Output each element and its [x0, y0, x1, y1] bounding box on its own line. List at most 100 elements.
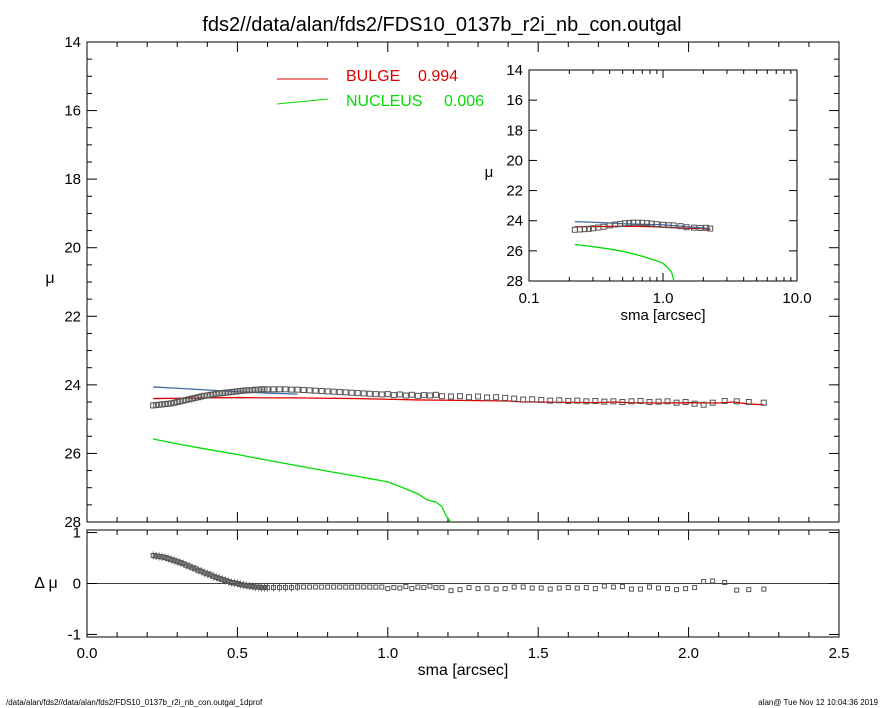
- main-data-point: [646, 399, 653, 405]
- main-data-point: [237, 388, 244, 395]
- residual-data-point: [403, 584, 409, 590]
- residual-data-point: [722, 579, 728, 585]
- residual-data-point: [301, 584, 307, 590]
- footer-path: /data/alan/fds2//data/alan/fds2/FDS10_01…: [6, 698, 263, 707]
- residual-data-point: [556, 585, 562, 591]
- main-data-point: [153, 402, 160, 409]
- legend-nucleus-value: 0.006: [444, 93, 484, 110]
- inset-data-point: [585, 225, 592, 232]
- residual-data-point: [439, 585, 445, 591]
- main-data-point: [195, 394, 202, 401]
- residual-data-point: [665, 586, 671, 592]
- main-data-point: [538, 396, 545, 403]
- residual-data-point: [601, 583, 607, 589]
- x-tick-label: 0.5: [227, 645, 248, 662]
- main-data-point: [219, 390, 226, 397]
- main-data-point: [270, 386, 277, 393]
- main-data-point: [198, 393, 205, 400]
- main-y-tick-label: 28: [64, 514, 81, 531]
- main-data-point: [282, 386, 289, 393]
- main-data-point: [520, 396, 527, 403]
- residual-data-point: [511, 584, 517, 590]
- residual-data-point: [674, 587, 680, 593]
- residual-data-point: [493, 586, 499, 592]
- inset-y-tick-label: 16: [506, 92, 523, 109]
- main-data-point: [664, 398, 671, 405]
- residual-data-point: [484, 585, 490, 591]
- residual-data-point: [656, 585, 662, 591]
- inset-data-point: [589, 225, 596, 232]
- main-data-point: [318, 388, 325, 395]
- residual-data-point: [367, 584, 373, 590]
- residual-panel: 1 0 -1 0.0 0.5 1.0 1.5 2.0 2.5 Δ μ sma [arcsec]: [34, 525, 849, 679]
- main-data-point: [255, 386, 262, 393]
- inset-x-tick-label: 1.0: [653, 290, 674, 307]
- residual-y-axis-label: Δ μ: [34, 575, 57, 592]
- residual-data-point: [385, 586, 391, 592]
- main-data-point: [745, 399, 752, 405]
- main-data-point: [484, 394, 491, 401]
- residual-data-point: [565, 585, 571, 591]
- main-data-point: [466, 394, 473, 401]
- main-data-point: [502, 394, 509, 401]
- main-data-point: [330, 388, 337, 395]
- footer-user-date: alan@ Tue Nov 12 10:04:36 2019: [758, 698, 878, 707]
- main-data-point: [336, 389, 343, 396]
- inset-data-point: [660, 221, 666, 228]
- main-data-point: [183, 396, 190, 403]
- residual-y-tick-label: -1: [68, 626, 81, 643]
- main-data-point: [192, 394, 199, 401]
- main-data-point: [426, 392, 433, 399]
- main-data-point: [456, 393, 463, 400]
- inset-data-point: [703, 224, 710, 231]
- inset-y-axis-label: μ: [485, 164, 494, 181]
- main-data-point: [733, 398, 740, 405]
- residual-data-point: [583, 585, 589, 591]
- residual-y-tick-label: 0: [73, 576, 81, 593]
- main-data-point: [637, 397, 644, 404]
- main-data-point: [432, 391, 439, 398]
- residual-data-point: [628, 586, 634, 592]
- residual-ticks: 1 0 -1 0.0 0.5 1.0 1.5 2.0 2.5: [68, 525, 850, 662]
- main-data-point: [360, 390, 367, 397]
- main-data-point: [300, 387, 307, 393]
- main-data-point: [207, 391, 214, 398]
- main-data-point: [700, 401, 707, 408]
- residual-data-point: [734, 587, 740, 593]
- inset-y-tick-label: 24: [506, 213, 523, 230]
- residual-data-point: [373, 584, 379, 590]
- main-data-point: [354, 390, 361, 397]
- inset-x-axis-label: sma [arcsec]: [620, 307, 705, 324]
- main-nucleus-line: [153, 438, 452, 523]
- main-data-point: [264, 386, 271, 393]
- residual-data-point: [502, 586, 508, 592]
- inset-data-point: [653, 221, 660, 228]
- main-data-point: [228, 389, 235, 396]
- main-data-point: [390, 392, 397, 399]
- main-data-point: [189, 395, 196, 402]
- residual-data-point: [683, 586, 689, 592]
- inset-y-tick-label: 22: [506, 183, 523, 200]
- residual-data-point: [619, 584, 625, 590]
- main-data-point: [420, 392, 427, 399]
- main-series: [150, 386, 767, 523]
- main-data-point: [201, 392, 208, 399]
- residual-data-point: [692, 585, 698, 591]
- inset-data-point: [600, 223, 607, 230]
- legend-bulge-label: BULGE: [346, 68, 400, 85]
- residual-data-point: [475, 586, 481, 592]
- main-data-point: [222, 389, 229, 396]
- residual-data-point: [409, 586, 415, 592]
- inset-data-point: [634, 219, 641, 226]
- main-data-point: [366, 390, 373, 397]
- main-data-point: [276, 386, 283, 393]
- legend: BULGE 0.994 NUCLEUS 0.006: [276, 68, 484, 110]
- main-data-point: [249, 387, 256, 393]
- main-data-point: [396, 391, 403, 398]
- main-profile-panel: 14 16 18 20 22 24 26 28 μ: [45, 34, 840, 531]
- main-data-point: [159, 401, 166, 408]
- main-data-point: [180, 397, 187, 404]
- inset-data-point: [621, 220, 628, 227]
- residual-data-point: [427, 583, 433, 589]
- inset-y-tick-label: 20: [506, 152, 523, 169]
